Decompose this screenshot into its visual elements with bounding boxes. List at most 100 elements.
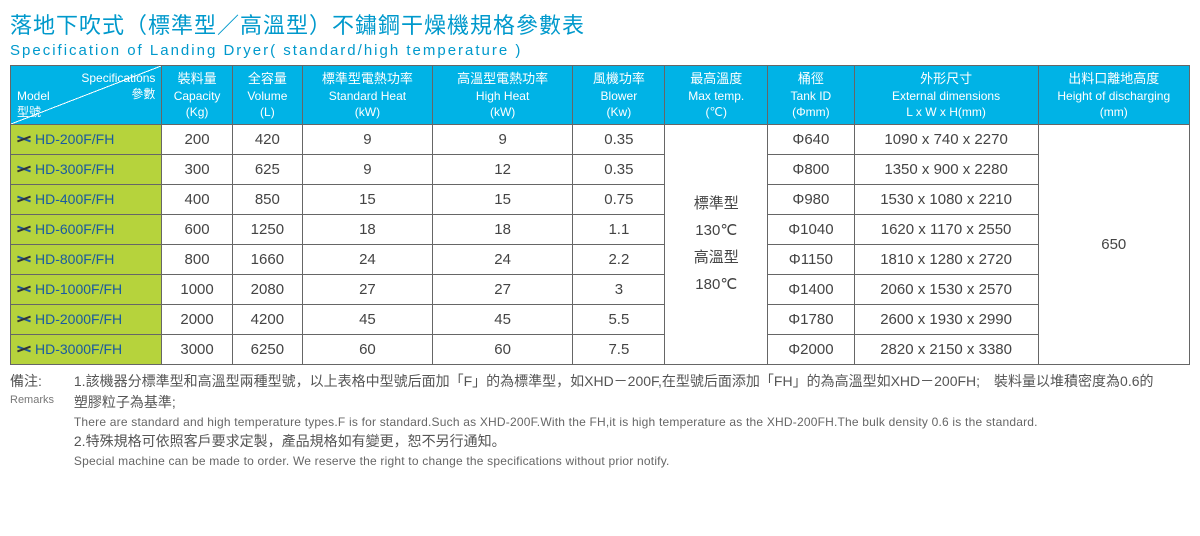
cell-tank: Φ1040 xyxy=(768,214,855,244)
cell-high: 9 xyxy=(432,124,573,154)
cell-tank: Φ1150 xyxy=(768,244,855,274)
header-col-2: 標準型電熱功率Standard Heat(kW) xyxy=(303,66,433,125)
cell-dim: 1810 x 1280 x 2720 xyxy=(854,244,1038,274)
remarks-line2-cn: 2.特殊規格可依照客戶要求定製，產品規格如有變更，恕不另行通知。 xyxy=(74,431,1164,452)
model-cell: HD-400F/FH xyxy=(11,184,162,214)
cell-blower: 2.2 xyxy=(573,244,665,274)
logo-icon xyxy=(17,162,31,176)
cell-vol: 2080 xyxy=(232,274,302,304)
cell-cap: 400 xyxy=(162,184,232,214)
header-model-cn: 型號 xyxy=(17,105,41,119)
cell-cap: 300 xyxy=(162,154,232,184)
header-col-0: 裝料量Capacity(Kg) xyxy=(162,66,232,125)
logo-icon xyxy=(17,342,31,356)
cell-cap: 600 xyxy=(162,214,232,244)
model-cell: HD-600F/FH xyxy=(11,214,162,244)
header-col-6: 桶徑Tank ID(Φmm) xyxy=(768,66,855,125)
remarks-line1-cn: 1.該機器分標準型和高溫型兩種型號，以上表格中型號后面加「F」的為標準型，如XH… xyxy=(74,371,1164,413)
cell-tank: Φ980 xyxy=(768,184,855,214)
cell-blower: 1.1 xyxy=(573,214,665,244)
cell-dim: 1530 x 1080 x 2210 xyxy=(854,184,1038,214)
header-spec-cn: 參數 xyxy=(131,87,155,101)
cell-vol: 1660 xyxy=(232,244,302,274)
logo-icon xyxy=(17,252,31,266)
cell-vol: 850 xyxy=(232,184,302,214)
cell-blower: 7.5 xyxy=(573,334,665,364)
cell-tank: Φ1780 xyxy=(768,304,855,334)
cell-dim: 2820 x 2150 x 3380 xyxy=(854,334,1038,364)
cell-std: 15 xyxy=(303,184,433,214)
cell-vol: 420 xyxy=(232,124,302,154)
header-col-8: 出料口離地高度Height of discharging(mm) xyxy=(1038,66,1189,125)
table-row: HD-2000F/FH2000420045455.5Φ17802600 x 19… xyxy=(11,304,1190,334)
table-row: HD-3000F/FH3000625060607.5Φ20002820 x 21… xyxy=(11,334,1190,364)
cell-high: 45 xyxy=(432,304,573,334)
header-col-3: 高溫型電熱功率High Heat(kW) xyxy=(432,66,573,125)
model-cell: HD-2000F/FH xyxy=(11,304,162,334)
model-cell: HD-800F/FH xyxy=(11,244,162,274)
cell-tank: Φ2000 xyxy=(768,334,855,364)
header-model: Specifications 參數 Model 型號 xyxy=(11,66,162,125)
title-cn: 落地下吹式（標準型／高溫型）不鏽鋼干燥機規格參數表 xyxy=(10,8,1190,40)
table-row: HD-800F/FH800166024242.2Φ11501810 x 1280… xyxy=(11,244,1190,274)
logo-icon xyxy=(17,222,31,236)
cell-std: 24 xyxy=(303,244,433,274)
model-cell: HD-300F/FH xyxy=(11,154,162,184)
cell-tank: Φ800 xyxy=(768,154,855,184)
cell-std: 45 xyxy=(303,304,433,334)
cell-std: 9 xyxy=(303,154,433,184)
remarks-label-en: Remarks xyxy=(10,392,70,409)
cell-tank: Φ1400 xyxy=(768,274,855,304)
logo-icon xyxy=(17,312,31,326)
table-row: HD-200F/FH200420990.35標準型130℃高溫型180℃Φ640… xyxy=(11,124,1190,154)
cell-cap: 800 xyxy=(162,244,232,274)
model-cell: HD-200F/FH xyxy=(11,124,162,154)
cell-height: 650 xyxy=(1038,124,1189,364)
remarks-line1-en: There are standard and high temperature … xyxy=(74,413,1164,431)
cell-vol: 1250 xyxy=(232,214,302,244)
remarks-line2-en: Special machine can be made to order. We… xyxy=(74,452,1164,470)
cell-blower: 0.35 xyxy=(573,124,665,154)
cell-cap: 3000 xyxy=(162,334,232,364)
cell-high: 27 xyxy=(432,274,573,304)
remarks-label-cn: 備注: xyxy=(10,373,42,389)
cell-cap: 1000 xyxy=(162,274,232,304)
remarks: 備注: Remarks 1.該機器分標準型和高溫型兩種型號，以上表格中型號后面加… xyxy=(10,371,1190,470)
header-col-1: 全容量Volume(L) xyxy=(232,66,302,125)
header-model-en: Model xyxy=(17,89,50,103)
header-col-7: 外形尺寸External dimensionsL x W x H(mm) xyxy=(854,66,1038,125)
cell-blower: 5.5 xyxy=(573,304,665,334)
cell-std: 18 xyxy=(303,214,433,244)
cell-dim: 2600 x 1930 x 2990 xyxy=(854,304,1038,334)
table-row: HD-600F/FH600125018181.1Φ10401620 x 1170… xyxy=(11,214,1190,244)
cell-high: 12 xyxy=(432,154,573,184)
cell-vol: 6250 xyxy=(232,334,302,364)
cell-dim: 1090 x 740 x 2270 xyxy=(854,124,1038,154)
header-col-4: 風機功率Blower(Kw) xyxy=(573,66,665,125)
cell-dim: 2060 x 1530 x 2570 xyxy=(854,274,1038,304)
logo-icon xyxy=(17,132,31,146)
header-col-5: 最高溫度Max temp.(℃) xyxy=(665,66,768,125)
cell-high: 60 xyxy=(432,334,573,364)
cell-std: 27 xyxy=(303,274,433,304)
cell-blower: 0.75 xyxy=(573,184,665,214)
cell-high: 15 xyxy=(432,184,573,214)
cell-vol: 4200 xyxy=(232,304,302,334)
cell-dim: 1620 x 1170 x 2550 xyxy=(854,214,1038,244)
model-cell: HD-1000F/FH xyxy=(11,274,162,304)
table-row: HD-400F/FH40085015150.75Φ9801530 x 1080 … xyxy=(11,184,1190,214)
cell-blower: 0.35 xyxy=(573,154,665,184)
cell-tank: Φ640 xyxy=(768,124,855,154)
model-cell: HD-3000F/FH xyxy=(11,334,162,364)
table-row: HD-300F/FH3006259120.35 Φ8001350 x 900 x … xyxy=(11,154,1190,184)
cell-vol: 625 xyxy=(232,154,302,184)
title-en: Specification of Landing Dryer( standard… xyxy=(10,42,1190,59)
cell-dim: 1350 x 900 x 2280 xyxy=(854,154,1038,184)
cell-cap: 2000 xyxy=(162,304,232,334)
cell-cap: 200 xyxy=(162,124,232,154)
cell-std: 60 xyxy=(303,334,433,364)
cell-high: 24 xyxy=(432,244,573,274)
table-row: HD-1000F/FH1000208027273Φ14002060 x 1530… xyxy=(11,274,1190,304)
cell-std: 9 xyxy=(303,124,433,154)
cell-blower: 3 xyxy=(573,274,665,304)
